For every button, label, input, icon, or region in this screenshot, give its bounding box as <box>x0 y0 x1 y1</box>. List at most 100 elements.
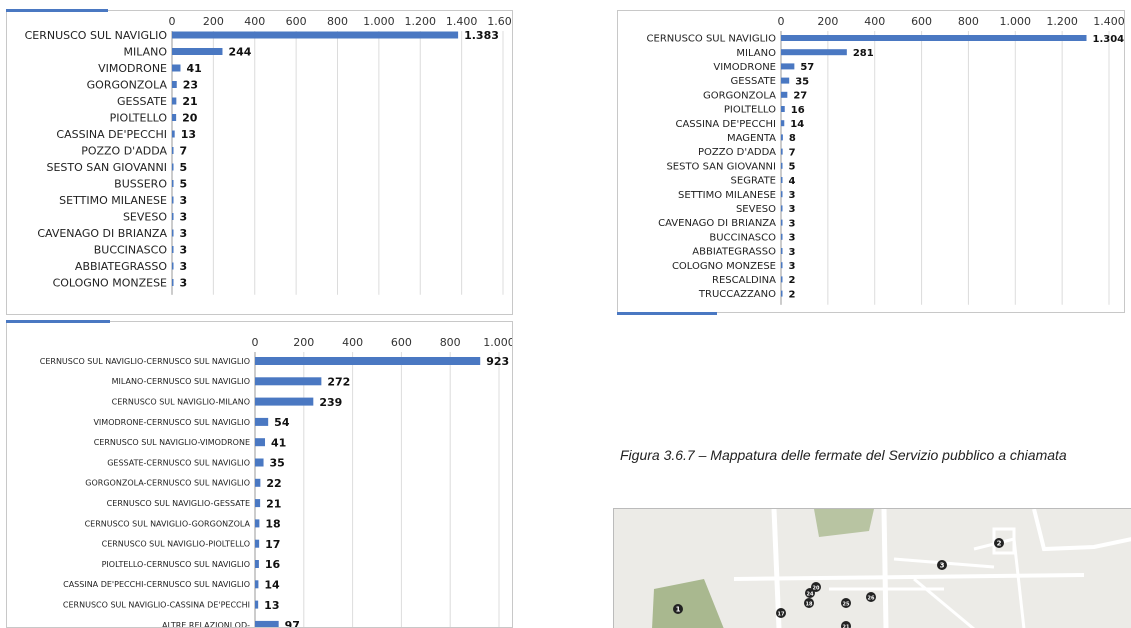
data-label: 3 <box>180 227 188 240</box>
data-label: 18 <box>265 518 280 531</box>
bar <box>255 499 261 508</box>
x-tick-label: 0 <box>252 336 259 349</box>
category-label: GESSATE <box>731 76 776 87</box>
bar <box>781 77 790 84</box>
map-stop-3[interactable]: 3 <box>937 560 947 570</box>
bar <box>255 438 266 447</box>
category-label: CERNUSCO SUL NAVIGLIO-VIMODRONE <box>94 438 250 447</box>
data-label: 14 <box>264 578 280 591</box>
data-label: 3 <box>180 260 188 273</box>
category-label: MAGENTA <box>727 133 776 144</box>
category-label: VIMODRONE <box>98 62 167 75</box>
data-label: 7 <box>789 147 796 158</box>
map-stop-2[interactable]: 2 <box>994 538 1004 548</box>
map-stop-26[interactable]: 26 <box>866 592 876 602</box>
data-label: 3 <box>789 218 796 229</box>
map-stop-21-label: 21 <box>843 625 850 628</box>
data-label: 5 <box>789 162 796 173</box>
data-label: 13 <box>181 128 196 141</box>
map-green-area-2 <box>814 509 874 537</box>
category-label: CERNUSCO SUL NAVIGLIO-MILANO <box>112 397 250 406</box>
stops-map: 1 2 3 17 18 20 21 24 25 26 <box>613 508 1131 628</box>
data-label: 4 <box>789 176 796 187</box>
category-label: BUSSERO <box>114 177 167 190</box>
category-label: SEVESO <box>736 204 776 215</box>
x-tick-label: 200 <box>203 15 224 28</box>
bar <box>172 229 174 237</box>
map-stop-25-label: 25 <box>843 602 850 608</box>
bar <box>781 106 785 112</box>
data-label: 2 <box>789 275 796 286</box>
data-label: 41 <box>186 62 201 75</box>
x-tick-label: 1.600 <box>487 15 512 28</box>
category-label: CERNUSCO SUL NAVIGLIO-CASSINA DE'PECCHI <box>63 600 250 609</box>
data-label: 239 <box>319 396 342 409</box>
bar <box>255 397 314 406</box>
x-tick-label: 800 <box>327 15 348 28</box>
data-label: 35 <box>270 457 285 470</box>
map-stop-17[interactable]: 17 <box>776 608 786 618</box>
bar <box>781 63 795 70</box>
panel-accent-line-1 <box>6 9 108 12</box>
category-label: GORGONZOLA <box>87 78 168 91</box>
bar <box>172 48 223 55</box>
x-tick-label: 600 <box>911 15 932 28</box>
map-stop-24[interactable]: 24 <box>805 588 815 598</box>
category-label: GORGONZOLA-CERNUSCO SUL NAVIGLIO <box>85 479 250 488</box>
bar <box>255 458 264 467</box>
map-stop-21[interactable]: 21 <box>841 621 851 628</box>
map-road-7 <box>1032 509 1131 552</box>
bar <box>172 163 174 171</box>
category-label: CERNUSCO SUL NAVIGLIO <box>647 34 777 45</box>
x-tick-label: 1.200 <box>405 15 437 28</box>
bar <box>255 519 260 528</box>
bar <box>781 233 783 240</box>
data-label: 20 <box>182 112 198 125</box>
category-label: COLOGNO MONZESE <box>672 261 776 272</box>
category-label: SETTIMO MILANESE <box>678 190 776 201</box>
map-green-area-1 <box>652 579 724 628</box>
x-tick-label: 400 <box>244 15 265 28</box>
map-stop-25[interactable]: 25 <box>841 598 851 608</box>
data-label: 3 <box>180 277 188 290</box>
data-label: 923 <box>486 355 509 368</box>
data-label: 2 <box>789 289 796 300</box>
bar <box>781 162 783 169</box>
bar <box>255 620 279 627</box>
x-tick-label: 0 <box>778 15 785 28</box>
category-label: CASSINA DE'PECCHI-CERNUSCO SUL NAVIGLIO <box>63 580 250 589</box>
data-label: 21 <box>266 497 281 510</box>
category-label: SESTO SAN GIOVANNI <box>666 161 776 172</box>
x-tick-label: 1.200 <box>1046 15 1078 28</box>
data-label: 97 <box>285 619 300 627</box>
bar <box>255 357 481 365</box>
category-label: ABBIATEGRASSO <box>75 260 167 273</box>
data-label: 272 <box>327 375 350 388</box>
category-label: CERNUSCO SUL NAVIGLIO-GESSATE <box>107 499 250 508</box>
map-stop-18[interactable]: 18 <box>804 598 814 608</box>
category-label: PIOLTELLO <box>724 105 776 116</box>
map-road-3 <box>881 509 889 628</box>
map-road-2 <box>733 573 1085 581</box>
chart-panel-3: 0 200 400 600 800 1.000 CERNUSCO SUL NAVIGLIO-… <box>6 321 513 628</box>
data-label: 244 <box>228 46 251 59</box>
bar <box>172 213 174 220</box>
figure-caption: Figura 3.6.7 – Mappatura delle fermate d… <box>620 447 1067 463</box>
category-label: CAVENAGO DI BRIANZA <box>37 227 167 240</box>
data-label: 22 <box>266 477 281 490</box>
data-label: 5 <box>180 161 188 174</box>
bar <box>255 560 259 568</box>
bar <box>172 262 174 270</box>
category-label: POZZO D'ADDA <box>81 144 167 157</box>
bar-chart-2: 0 200 400 600 800 1.000 1.200 1.400 CERNUSCO SUL… <box>647 15 1124 305</box>
bar <box>255 580 259 589</box>
map-stop-1[interactable]: 1 <box>673 604 683 614</box>
bar <box>781 148 783 155</box>
category-label: BUCCINASCO <box>709 232 776 243</box>
category-label: GORGONZOLA <box>703 90 776 101</box>
data-label: 1.304 <box>1093 34 1124 45</box>
data-label: 54 <box>274 416 290 429</box>
category-label: SEVESO <box>123 210 167 223</box>
data-label: 3 <box>789 233 796 244</box>
chart-panel-2: 0 200 400 600 800 1.000 1.200 1.400 CERNUSCO SUL… <box>617 10 1125 313</box>
